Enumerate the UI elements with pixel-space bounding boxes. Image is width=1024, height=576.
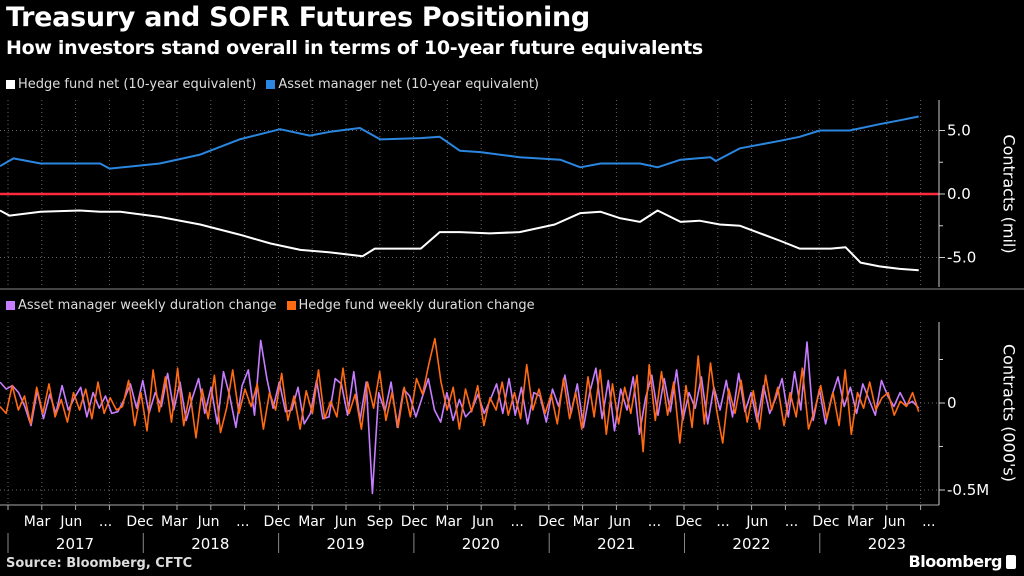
bottom-y-axis-title: Contracts (000's) bbox=[1000, 344, 1019, 482]
hedge-fund-net-line bbox=[0, 209, 919, 272]
x-quarter-label: Dec bbox=[264, 514, 291, 530]
x-quarter-label: ... bbox=[236, 514, 249, 530]
x-year-label: 2020 bbox=[462, 535, 500, 553]
x-quarter-label: Jun bbox=[197, 514, 220, 530]
legend-item-asset-manager-net: Asset manager net (10-year equivalent) bbox=[266, 77, 539, 92]
top-y-axis-title: Contracts (mil) bbox=[1000, 134, 1019, 253]
x-quarter-label: Dec bbox=[675, 514, 702, 530]
x-quarter-label: ... bbox=[716, 514, 729, 530]
x-quarter-label: Mar bbox=[435, 514, 462, 530]
brand-text: Bloomberg bbox=[908, 552, 1003, 571]
legend-label: Hedge fund weekly duration change bbox=[298, 298, 535, 313]
bottom-legend: Asset manager weekly duration change Hed… bbox=[6, 298, 535, 313]
bloomberg-logo-icon bbox=[1006, 554, 1016, 569]
legend-item-hedge-fund-net: Hedge fund net (10-year equivalent) bbox=[6, 77, 256, 92]
asset-manager-weekly-line bbox=[0, 339, 920, 495]
x-quarter-label: Dec bbox=[538, 514, 565, 530]
hedge-fund-weekly-line bbox=[0, 337, 920, 453]
x-quarter-label: Jun bbox=[883, 514, 906, 530]
legend-swatch bbox=[6, 80, 15, 89]
y-tick-label: -5.0 bbox=[947, 249, 976, 267]
x-quarter-label: ... bbox=[99, 514, 112, 530]
asset-manager-net-line bbox=[0, 115, 919, 170]
x-quarter-label: Jun bbox=[59, 514, 82, 530]
x-quarter-label: Dec bbox=[126, 514, 153, 530]
top-legend: Hedge fund net (10-year equivalent) Asse… bbox=[6, 77, 539, 92]
legend-swatch bbox=[6, 301, 15, 310]
x-quarter-label: Dec bbox=[812, 514, 839, 530]
legend-label: Asset manager net (10-year equivalent) bbox=[278, 77, 539, 92]
x-quarter-label: Mar bbox=[24, 514, 51, 530]
x-year-label: 2017 bbox=[56, 535, 94, 553]
x-quarter-label: ... bbox=[922, 514, 935, 530]
legend-item-asset-manager-weekly: Asset manager weekly duration change bbox=[6, 298, 277, 313]
legend-item-hedge-fund-weekly: Hedge fund weekly duration change bbox=[286, 298, 535, 313]
chart-title: Treasury and SOFR Futures Positioning bbox=[6, 2, 590, 33]
y-tick-label: -0.5M bbox=[947, 481, 989, 499]
legend-label: Hedge fund net (10-year equivalent) bbox=[18, 77, 257, 92]
x-quarter-label: ... bbox=[511, 514, 524, 530]
top-panel bbox=[0, 115, 939, 272]
gridlines bbox=[0, 100, 939, 505]
chart-subtitle: How investors stand overall in terms of … bbox=[6, 37, 703, 59]
x-year-label: 2021 bbox=[597, 535, 635, 553]
y-tick-label: 0 bbox=[947, 394, 957, 412]
x-year-label: 2018 bbox=[191, 535, 229, 553]
x-year-label: 2023 bbox=[868, 535, 906, 553]
axes: 5.0 0.0 -5.0 0 -0.5M Mar Jun... Dec Mar Jun... Dec… bbox=[0, 100, 989, 553]
legend-swatch bbox=[266, 80, 276, 89]
x-quarter-label: Mar bbox=[161, 514, 188, 530]
x-quarter-label: Sep bbox=[367, 514, 394, 530]
x-quarter-label: Mar bbox=[847, 514, 874, 530]
x-quarter-label: ... bbox=[785, 514, 798, 530]
x-quarter-label: Jun bbox=[471, 514, 494, 530]
legend-swatch bbox=[286, 301, 296, 310]
x-quarter-label: Jun bbox=[745, 514, 768, 530]
legend-label: Asset manager weekly duration change bbox=[18, 298, 277, 313]
x-quarter-label: ... bbox=[648, 514, 661, 530]
x-quarter-label: Dec bbox=[401, 514, 428, 530]
source-note: Source: Bloomberg, CFTC bbox=[6, 556, 193, 571]
x-quarter-label: Mar bbox=[573, 514, 600, 530]
bottom-panel bbox=[0, 337, 920, 495]
y-tick-label: 0.0 bbox=[947, 185, 971, 203]
x-quarter-label: Jun bbox=[334, 514, 357, 530]
y-tick-label: 5.0 bbox=[947, 122, 971, 140]
x-quarter-label: Jun bbox=[608, 514, 631, 530]
x-year-label: 2019 bbox=[327, 535, 365, 553]
bloomberg-logo: Bloomberg bbox=[909, 552, 1016, 571]
x-year-label: 2022 bbox=[732, 535, 770, 553]
x-quarter-label: Mar bbox=[298, 514, 325, 530]
